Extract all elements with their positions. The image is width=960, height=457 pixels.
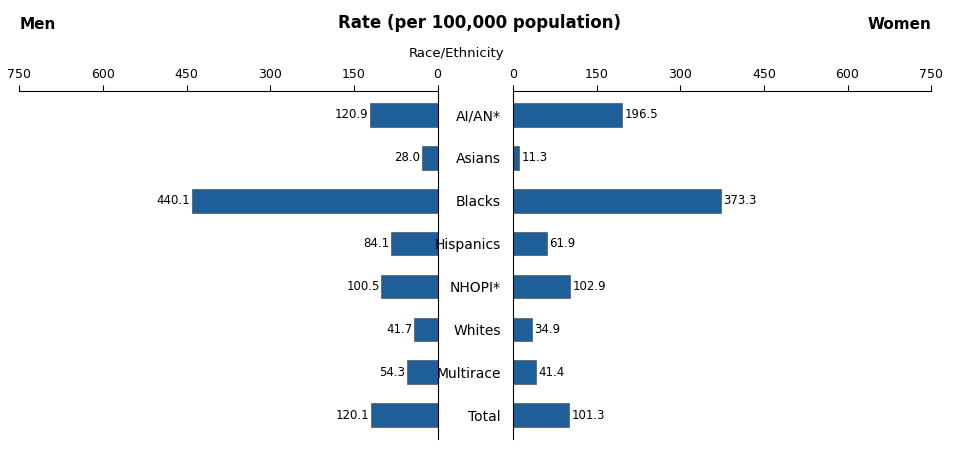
- Text: 84.1: 84.1: [363, 237, 389, 250]
- Bar: [513, 146, 519, 170]
- Text: 41.4: 41.4: [539, 366, 564, 379]
- Bar: [513, 232, 547, 255]
- Bar: [513, 318, 532, 341]
- Text: 11.3: 11.3: [521, 151, 547, 165]
- Text: Women: Women: [867, 17, 931, 32]
- Bar: [192, 189, 438, 213]
- Text: 101.3: 101.3: [571, 409, 605, 422]
- Bar: [371, 404, 438, 427]
- Text: 54.3: 54.3: [379, 366, 405, 379]
- Bar: [513, 189, 721, 213]
- Text: 120.9: 120.9: [335, 108, 369, 122]
- Bar: [513, 361, 536, 384]
- Bar: [513, 275, 570, 298]
- Text: 196.5: 196.5: [625, 108, 659, 122]
- Bar: [422, 146, 438, 170]
- Text: 28.0: 28.0: [395, 151, 420, 165]
- Text: 41.7: 41.7: [386, 323, 413, 336]
- Text: 440.1: 440.1: [156, 194, 190, 207]
- Text: 373.3: 373.3: [723, 194, 756, 207]
- Bar: [513, 103, 622, 127]
- Text: 100.5: 100.5: [347, 280, 380, 293]
- Bar: [371, 103, 438, 127]
- Text: Race/Ethnicity: Race/Ethnicity: [409, 47, 505, 60]
- Text: 120.1: 120.1: [335, 409, 369, 422]
- Bar: [415, 318, 438, 341]
- Text: 102.9: 102.9: [572, 280, 606, 293]
- Text: Men: Men: [19, 17, 56, 32]
- Bar: [381, 275, 438, 298]
- Text: Rate (per 100,000 population): Rate (per 100,000 population): [339, 14, 621, 32]
- Text: 61.9: 61.9: [550, 237, 576, 250]
- Text: 34.9: 34.9: [535, 323, 561, 336]
- Bar: [391, 232, 438, 255]
- Bar: [513, 404, 569, 427]
- Bar: [407, 361, 438, 384]
